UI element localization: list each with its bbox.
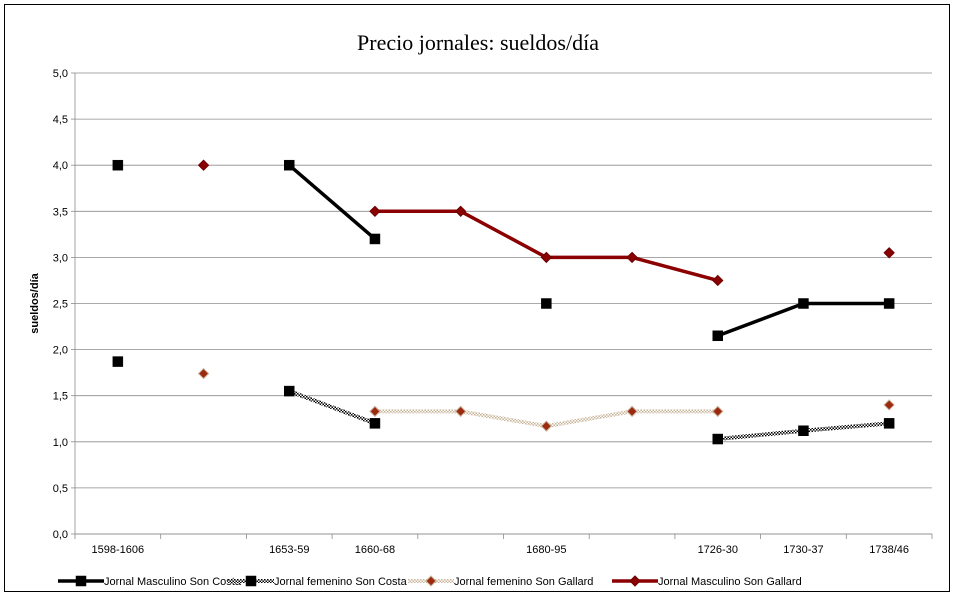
legend-swatch-marker — [245, 575, 257, 587]
data-point — [883, 247, 895, 259]
legend: Jornal Masculino Son Costa Jornal femenin… — [58, 575, 802, 588]
data-point — [284, 385, 295, 397]
y-tick-label: 3,5 — [53, 206, 68, 218]
data-point — [284, 159, 295, 171]
series-line-segment — [715, 428, 806, 442]
series-line-segment — [287, 163, 377, 241]
y-tick-label: 1,5 — [53, 391, 68, 403]
data-point — [798, 425, 809, 436]
y-tick-label: 2,0 — [53, 345, 68, 357]
legend-item-2: Jornal femenino Son Gallard — [408, 575, 593, 588]
data-point — [197, 367, 210, 380]
y-tick-label: 4,5 — [53, 114, 68, 126]
x-tick-label: 1730-37 — [783, 544, 823, 556]
series-1 — [112, 356, 895, 445]
data-point — [454, 405, 467, 418]
series-line-segment — [544, 409, 635, 429]
series-2 — [197, 367, 895, 432]
data-point — [197, 159, 210, 171]
data-point — [883, 298, 895, 309]
y-tick-label: 0,5 — [53, 483, 68, 495]
legend-swatch-marker — [629, 575, 641, 587]
series-3 — [197, 159, 895, 287]
y-tick-label: 2,5 — [53, 299, 68, 311]
data-point — [454, 205, 467, 218]
data-point — [369, 405, 381, 418]
series-line-segment — [287, 389, 377, 426]
legend-label: Jornal femenino Son Gallard — [454, 576, 593, 588]
chart-title: Precio jornales: sueldos/día — [357, 30, 599, 55]
data-point — [369, 418, 381, 429]
data-point — [712, 433, 723, 445]
data-point — [369, 205, 381, 218]
data-point — [112, 159, 124, 171]
data-point — [626, 405, 638, 418]
legend-item-0: Jornal Masculino Son Costa — [58, 575, 242, 588]
data-point — [712, 330, 723, 342]
y-tick-label: 0,0 — [53, 529, 68, 541]
chart-frame — [4, 4, 950, 592]
data-point — [798, 298, 809, 309]
data-point — [883, 399, 895, 411]
data-point — [541, 298, 552, 309]
series-line-segment — [458, 409, 549, 429]
legend-item-3: Jornal Masculino Son Gallard — [612, 575, 802, 588]
y-tick-label: 4,0 — [53, 160, 68, 172]
data-point — [540, 251, 553, 264]
series-layer — [112, 159, 895, 445]
x-tick-label: 1598-1606 — [92, 544, 145, 556]
y-axis-label: sueldos/día — [29, 272, 41, 333]
series-line-segment — [630, 255, 720, 283]
data-point — [712, 405, 724, 418]
data-point — [626, 251, 638, 264]
x-tick-label: 1660-68 — [355, 544, 395, 556]
data-point — [369, 233, 381, 245]
legend-label: Jornal Masculino Son Gallard — [658, 576, 802, 588]
data-point — [883, 418, 895, 429]
data-point — [540, 420, 553, 432]
legend-item-1: Jornal femenino Son Costa — [228, 575, 408, 588]
series-line-segment — [716, 301, 806, 338]
x-tick-label: 1738/46 — [869, 544, 909, 556]
legend-label: Jornal Masculino Son Costa — [104, 576, 242, 588]
x-tick-label: 1653-59 — [269, 544, 309, 556]
series-line-segment — [458, 209, 549, 260]
series-0 — [112, 159, 895, 342]
grid-layer — [75, 72, 932, 535]
y-tick-label: 3,0 — [53, 252, 68, 264]
data-point — [712, 274, 724, 287]
x-tick-label: 1680-95 — [526, 544, 566, 556]
x-tick-label: 1726-30 — [698, 544, 738, 556]
axis-layer: 0,0 0,5 1,0 1,5 2,0 2,5 3,0 3,5 4,0 4,5 5,0 1598-16… — [29, 68, 933, 556]
legend-swatch-marker — [425, 575, 437, 587]
y-tick-label: 5,0 — [53, 68, 68, 80]
data-point — [112, 356, 124, 367]
y-tick-label: 1,0 — [53, 437, 68, 449]
series-line-segment — [801, 421, 892, 433]
legend-label: Jornal femenino Son Costa — [274, 576, 408, 588]
legend-swatch-marker — [75, 575, 87, 587]
